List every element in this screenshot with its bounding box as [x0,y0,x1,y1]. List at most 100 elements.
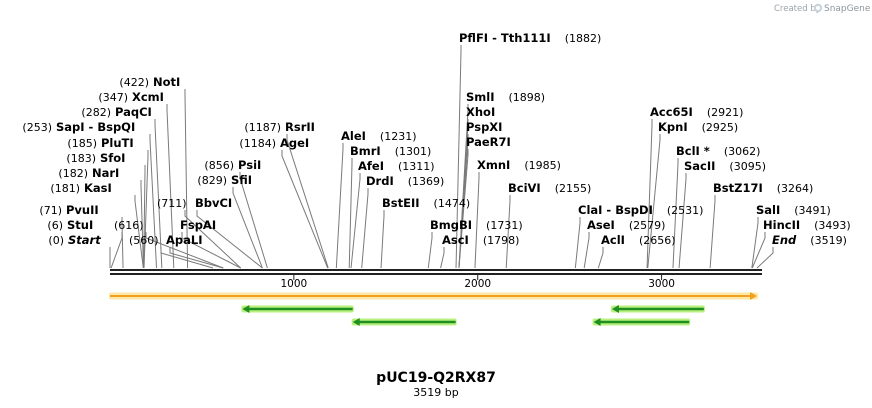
site-hincii[interactable]: HincII (3493) [763,218,851,232]
leader-asci [440,247,445,269]
site-xmni[interactable]: XmnI (1985) [477,158,561,172]
site-name: BmrI [350,144,381,158]
site-position: (560) [129,234,159,247]
feature-feature-4[interactable] [592,318,691,326]
site-name: AclI [601,233,625,247]
site-sali[interactable]: SalI (3491) [756,203,831,217]
site-bcivi[interactable]: BciVI (2155) [508,181,591,195]
site-asci[interactable]: AscI (1798) [442,233,519,247]
site-bmri[interactable]: BmrI (1301) [350,144,431,158]
site-afei[interactable]: AfeI (1311) [358,159,435,173]
leader-s711 [184,210,242,269]
site-pvuii[interactable]: (71) PvuII [39,203,98,217]
site-position: (616) [114,219,144,232]
site-position: (1231) [380,130,417,143]
site-agei[interactable]: (1184) AgeI [239,136,309,150]
site-position: (2155) [555,182,592,195]
app-credit: Created by SnapGene [774,3,871,14]
site-name: AleI [341,129,366,143]
leader-s616 [145,232,224,269]
leader-acli [597,247,604,269]
site-bsteii[interactable]: BstEII (1474) [382,196,470,210]
site-noti[interactable]: (422) NotI [119,75,180,89]
site-xcmi[interactable]: (347) XcmI [98,90,164,104]
site-drdi[interactable]: DrdI (1369) [366,174,444,188]
site-kasi[interactable]: (181) KasI [50,181,111,195]
leader-bmri [348,158,353,269]
leader-alei [335,143,344,269]
site-position: (282) [81,106,111,119]
leader-sfoi [143,165,146,269]
leader-drdi [361,188,369,269]
site-acc65i[interactable]: Acc65I (2921) [650,105,743,119]
feature-feature-2[interactable] [351,318,457,326]
site-smli[interactable]: SmlI (1898) [466,90,545,104]
leader-sfii [232,187,263,269]
site-position: (0) [48,234,64,247]
site-clai[interactable]: ClaI - BspDI (2531) [578,203,703,217]
feature-arrowhead [611,305,619,313]
site-position: (3062) [724,145,761,158]
site-position: (1882) [565,32,602,45]
site-name: NotI [153,75,180,89]
site-pspxi[interactable]: PspXI [466,120,502,134]
site-bcli[interactable]: BclI * (3062) [676,144,760,158]
site-position: (1731) [486,219,523,232]
site-psii[interactable]: (856) PsiI [204,158,261,172]
leader-hincii [751,232,766,269]
leader-sacii [678,173,687,269]
site-position: (856) [204,159,234,172]
leader-bsteii [380,210,385,269]
site-name: PflFI - Tth111I [459,31,551,45]
site-position: (1187) [244,121,281,134]
site-acli[interactable]: AclI (2656) [601,233,676,247]
site-pflfi[interactable]: PflFI - Tth111I (1882) [459,31,601,45]
site-end[interactable]: End (3519) [772,233,847,247]
site-asei[interactable]: AseI (2579) [587,218,665,232]
site-name: SfoI [100,151,125,165]
site-s711[interactable]: (711) [157,197,187,210]
site-name: SapI - BspQI [56,120,135,134]
leader-noti [184,89,189,269]
site-pluti[interactable]: (185) PluTI [67,136,133,150]
site-rsrii[interactable]: (1187) RsrII [244,120,315,134]
site-position: (2925) [702,121,739,134]
credit-brand: SnapGene [824,4,871,14]
site-name: SfiI [231,173,252,187]
feature-track [109,292,758,326]
site-sapi[interactable]: (253) SapI - BspQI [22,120,135,134]
feature-feature-1[interactable] [241,305,354,313]
site-stui[interactable]: (6) StuI [47,218,93,232]
site-paqci[interactable]: (282) PaqCI [81,105,151,119]
leader-pvuii [121,217,124,269]
site-paer7i[interactable]: PaeR7I [466,135,511,149]
site-name: XmnI [477,158,510,172]
site-name: StuI [67,218,93,232]
site-name: XhoI [466,105,495,119]
site-fspai[interactable]: FspAI [180,218,216,232]
snapgene-logo-icon [813,3,823,13]
plasmid-length: 3519 bp [413,386,458,399]
site-start[interactable]: (0) Start [48,233,101,247]
site-position: (1311) [398,160,435,173]
site-sfii[interactable]: (829) SfiI [197,173,252,187]
site-kpni[interactable]: KpnI (2925) [658,120,738,134]
feature-arrowhead [352,318,360,326]
site-s616[interactable]: (616) [114,219,144,232]
site-s560[interactable]: (560) [129,234,159,247]
ruler-ticks: 1000 2000 3000 [280,275,675,290]
site-xhoi[interactable]: XhoI [466,105,495,119]
site-alei[interactable]: AleI (1231) [341,129,417,143]
site-sfoi[interactable]: (183) SfoI [66,151,125,165]
site-bstz17i[interactable]: BstZ17I (3264) [713,181,813,195]
feature-full-length-feature[interactable] [109,292,758,300]
feature-feature-3[interactable] [610,305,705,313]
site-apali[interactable]: ApaLI [166,233,203,247]
site-position: (2921) [707,106,744,119]
leader-pluti [143,150,149,269]
site-nari[interactable]: (182) NarI [58,166,119,180]
site-bbvci[interactable]: BbvCI [195,196,232,210]
site-sacii[interactable]: SacII (3095) [684,159,766,173]
leader-afei [350,173,361,269]
site-bmgbi[interactable]: BmgBI (1731) [430,218,523,232]
